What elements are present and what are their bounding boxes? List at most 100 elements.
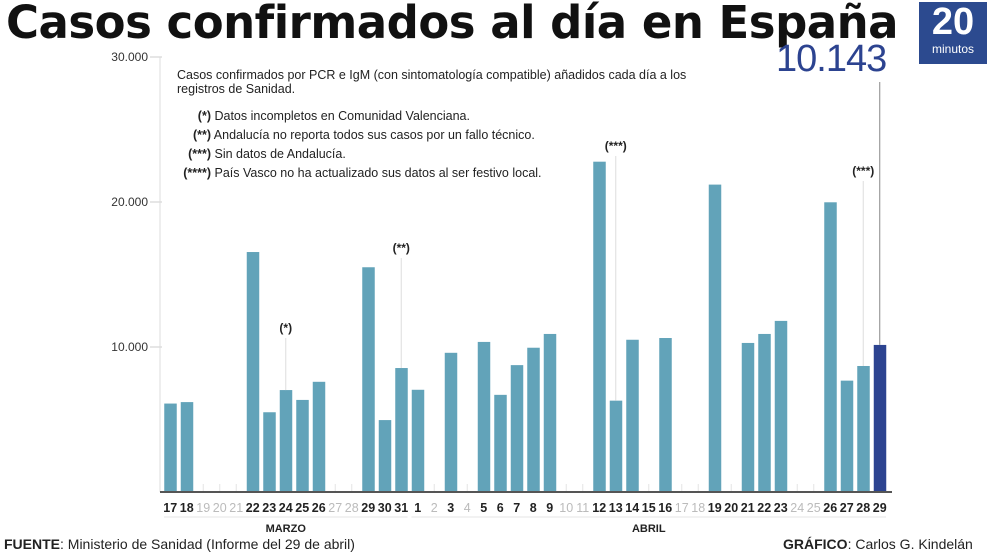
y-tick-label: 20.000 [111, 195, 148, 209]
x-tick-label: 14 [625, 501, 639, 515]
bar [312, 381, 326, 492]
x-tick-label: 20 [724, 501, 738, 515]
bar [758, 333, 771, 492]
footnote-text: Sin datos de Andalucía. [214, 147, 346, 161]
footnote-text: País Vasco no ha actualizado sus datos a… [214, 166, 542, 180]
x-tick-label: 24 [279, 501, 293, 515]
x-tick-label: 19 [196, 501, 210, 515]
bar [246, 252, 260, 492]
bar [659, 338, 672, 492]
20minutos-logo: 20 minutos [919, 2, 987, 64]
x-tick-label: 24 [790, 501, 804, 515]
bar [279, 390, 293, 492]
footnote-mark: (****) [183, 166, 211, 180]
bar [626, 339, 639, 492]
x-tick-label: 5 [480, 501, 487, 515]
x-tick-label: 28 [345, 501, 359, 515]
logo-word: minutos [931, 42, 975, 56]
annotation-label: (**) [393, 241, 410, 255]
bar [708, 184, 722, 492]
x-tick-label: 22 [757, 501, 771, 515]
bar [494, 394, 507, 492]
annotation-label: (*) [279, 321, 292, 335]
credit: GRÁFICO: Carlos G. Kindelán [783, 536, 973, 552]
x-tick-label: 15 [642, 501, 656, 515]
x-tick-label: 11 [576, 501, 589, 515]
x-tick-label: 17 [163, 501, 177, 515]
x-tick-label: 20 [213, 501, 227, 515]
x-tick-label: 13 [609, 501, 623, 515]
x-tick-label: 27 [840, 501, 854, 515]
bar [543, 333, 557, 492]
bar [296, 399, 309, 492]
x-tick-label: 3 [447, 501, 454, 515]
x-tick-label: 26 [312, 501, 326, 515]
chart-title: Casos confirmados al día en España [6, 0, 899, 49]
footnote-mark: (*) [197, 109, 211, 123]
x-tick-label: 29 [873, 501, 887, 515]
footnote: (***) Sin datos de Andalucía. [175, 147, 595, 161]
x-tick-label: 23 [262, 501, 276, 515]
x-tick-label: 6 [497, 501, 504, 515]
source: FUENTE: Ministerio de Sanidad (Informe d… [4, 536, 355, 552]
x-tick-label: 4 [464, 501, 471, 515]
x-tick-label: 7 [513, 501, 520, 515]
footnote-mark: (**) [192, 128, 211, 142]
x-tick-label: 21 [741, 501, 755, 515]
logo-number: 20 [931, 1, 975, 43]
x-tick-label: 18 [180, 501, 194, 515]
bar [857, 365, 870, 492]
x-tick-label: 22 [246, 501, 260, 515]
x-tick-label: 2 [431, 501, 438, 515]
month-label: MARZO [266, 523, 307, 535]
bar [477, 341, 491, 492]
credit-text: : Carlos G. Kindelán [847, 536, 973, 552]
bar [180, 402, 194, 492]
bar [263, 412, 276, 492]
x-tick-label: 10 [559, 501, 573, 515]
x-tick-label: 27 [328, 501, 342, 515]
bar [444, 352, 458, 492]
bar [873, 344, 887, 492]
bar [510, 365, 524, 492]
footnote: (****) País Vasco no ha actualizado sus … [175, 166, 595, 180]
x-tick-label: 31 [394, 501, 408, 515]
bar [774, 320, 788, 492]
bar [824, 202, 837, 493]
x-tick-label: 12 [592, 501, 606, 515]
x-tick-label: 9 [546, 501, 553, 515]
credit-label: GRÁFICO [783, 536, 848, 552]
bar [164, 403, 177, 492]
footnote: (**) Andalucía no reporta todos sus caso… [175, 128, 595, 142]
footnote-text: Datos incompletos en Comunidad Valencian… [214, 109, 470, 123]
bar [741, 342, 755, 492]
x-tick-label: 8 [530, 501, 537, 515]
footnote-mark: (***) [188, 147, 211, 161]
y-tick-label: 10.000 [111, 340, 148, 354]
bar [411, 389, 425, 492]
footnote: (*) Datos incompletos en Comunidad Valen… [175, 109, 595, 123]
x-tick-label: 21 [229, 501, 243, 515]
x-tick-label: 29 [361, 501, 375, 515]
x-tick-label: 25 [807, 501, 821, 515]
x-tick-label: 17 [675, 501, 689, 515]
footnote-text: Andalucía no reporta todos sus casos por… [213, 128, 535, 142]
highlight-value: 10.143 [776, 38, 887, 80]
y-tick-label: 30.000 [111, 50, 148, 64]
annotation-label: (***) [852, 164, 874, 178]
x-tick-label: 28 [856, 501, 870, 515]
x-tick-label: 30 [378, 501, 392, 515]
x-tick-label: 1 [414, 501, 421, 515]
bar [378, 420, 392, 492]
bar [362, 267, 375, 492]
bar [840, 380, 854, 492]
x-tick-label: 18 [691, 501, 705, 515]
x-tick-label: 23 [774, 501, 788, 515]
source-label: FUENTE [4, 536, 60, 552]
x-tick-label: 25 [295, 501, 309, 515]
x-tick-label: 26 [823, 501, 837, 515]
source-text: : Ministerio de Sanidad (Informe del 29 … [60, 536, 355, 552]
bar [527, 347, 540, 492]
annotation-label: (***) [605, 139, 627, 153]
